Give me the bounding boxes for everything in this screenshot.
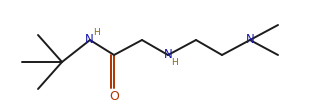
Text: N: N <box>85 33 93 46</box>
Text: N: N <box>245 33 254 46</box>
Text: O: O <box>109 89 119 102</box>
Text: H: H <box>93 28 99 37</box>
Text: H: H <box>171 57 177 66</box>
Text: N: N <box>164 48 172 60</box>
